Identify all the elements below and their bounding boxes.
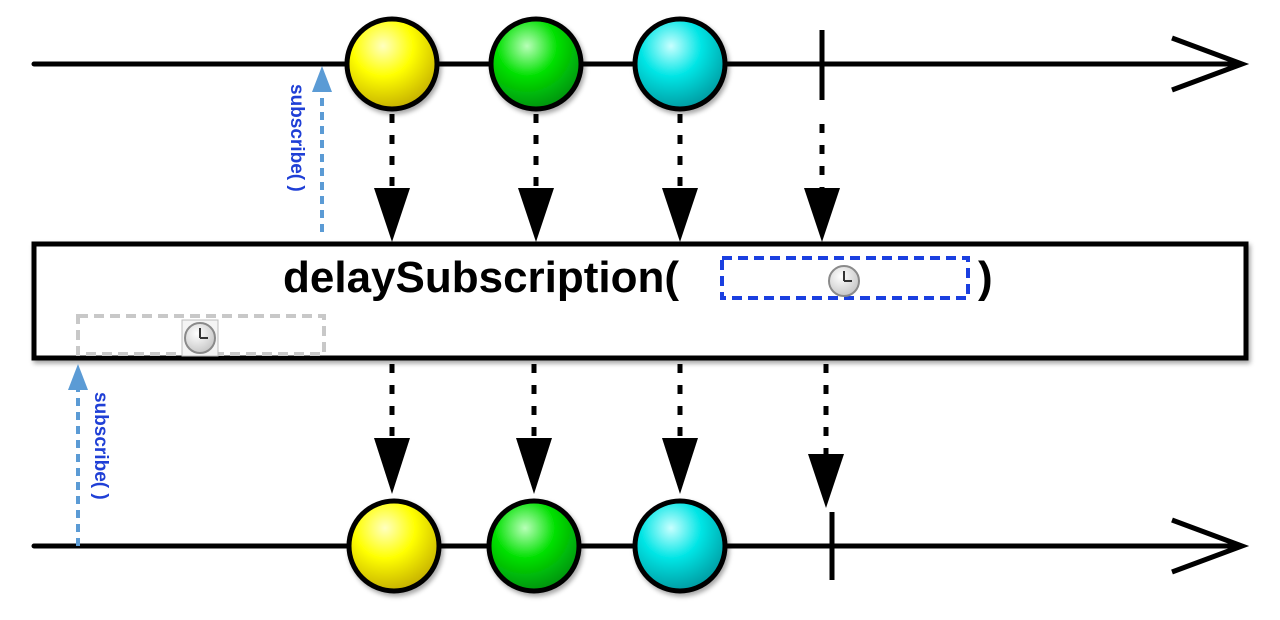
operator-name: delaySubscription( — [283, 253, 679, 302]
source-marble-green — [488, 16, 584, 112]
result-subscribe-arrow — [68, 364, 88, 546]
source-subscribe-label: subscribe( ) — [286, 84, 307, 192]
delay-parameter-box — [720, 256, 970, 300]
result-marble-green — [486, 498, 582, 594]
output-arrows — [374, 364, 844, 508]
clock-icon — [181, 319, 219, 357]
result-subscribe-label: subscribe( ) — [90, 392, 111, 500]
input-arrows — [374, 114, 840, 242]
result-marble-yellow — [346, 498, 442, 594]
source-marble-cyan — [632, 16, 728, 112]
operator-close-paren: ) — [978, 253, 993, 302]
clock-icon — [828, 265, 860, 297]
result-marble-cyan — [632, 498, 728, 594]
source-subscribe-arrow — [312, 66, 332, 232]
source-marble-yellow — [344, 16, 440, 112]
operator-box — [31, 241, 1249, 361]
